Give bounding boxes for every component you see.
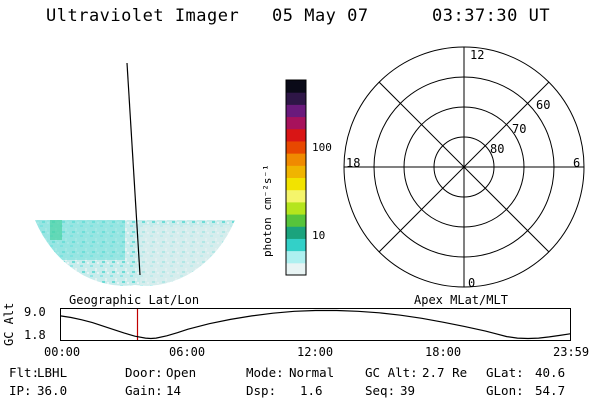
footer-dsp-key: Dsp: (246, 383, 277, 398)
colorbar-stripe (286, 226, 306, 239)
colorbar-stripe (286, 214, 306, 227)
mlt-label-6: 6 (573, 156, 580, 170)
colorbar-stripe (286, 201, 306, 215)
colorbar-stripe (286, 116, 306, 130)
xtick-0600: 06:00 (169, 345, 206, 359)
colorbar-stripe (286, 238, 306, 252)
footer-mode-value: Normal (289, 365, 335, 380)
mlat-label-70: 70 (512, 122, 526, 136)
apex-caption: Apex MLat/MLT (414, 293, 508, 307)
colorbar-stripe (286, 177, 306, 191)
footer-ip-value: 36.0 (37, 383, 68, 398)
colorbar-stripe (286, 104, 306, 118)
footer-gcalt-value: 2.7 Re (422, 365, 468, 380)
terminator-line (126, 62, 141, 276)
xtick-0000: 00:00 (44, 345, 81, 359)
xtick-1200: 12:00 (297, 345, 334, 359)
instrument-title: Ultraviolet Imager (46, 6, 240, 26)
colorbar-tick-100: 100 (312, 141, 332, 154)
colorbar-stripe (286, 153, 306, 166)
footer-door-key: Door: (125, 365, 163, 380)
footer-gain-key: Gain: (125, 383, 163, 398)
colorbar: photon cm⁻²s⁻¹ (262, 79, 307, 276)
footer-glat-key: GLat: (486, 365, 524, 380)
xtick-1800: 18:00 (425, 345, 462, 359)
gc-alt-axis-label: GC Alt (2, 302, 16, 346)
meridian-diag-2 (378, 81, 550, 253)
gc-alt-ytick-bottom: 1.8 (24, 328, 46, 342)
colorbar-stripe (286, 92, 306, 105)
colorbar-stripe (286, 140, 306, 154)
colorbar-stripe (286, 128, 306, 142)
footer-seq-key: Seq: (365, 383, 396, 398)
colorbar-label: photon cm⁻²s⁻¹ (262, 164, 274, 257)
gc-alt-plot (60, 308, 571, 341)
mlt-label-0: 0 (468, 276, 475, 290)
footer-ip-key: IP: (9, 383, 32, 398)
colorbar-stripe (286, 262, 306, 276)
colorbar-frame (285, 79, 307, 276)
footer-gcalt-key: GC Alt: (365, 365, 418, 380)
footer-gain-value: 14 (166, 383, 182, 398)
footer-glon-key: GLon: (486, 383, 524, 398)
geographic-image (35, 62, 235, 286)
auroral-emission-map (35, 220, 235, 286)
colorbar-tick-10: 10 (312, 229, 326, 242)
footer-flt-value: LBHL (37, 365, 68, 380)
polar-grid: 12 18 6 0 60 70 80 (343, 46, 585, 290)
mlt-label-12: 12 (470, 48, 484, 62)
footer-glon-value: 54.7 (535, 383, 566, 398)
footer-glat-value: 40.6 (535, 365, 566, 380)
footer-seq-value: 39 (400, 383, 416, 398)
gc-alt-curve (60, 309, 571, 340)
xtick-2359: 23:59 (553, 345, 590, 359)
mlt-label-18: 18 (346, 156, 360, 170)
footer-mode-key: Mode: (246, 365, 284, 380)
geographic-caption: Geographic Lat/Lon (69, 293, 200, 307)
mlat-label-60: 60 (536, 98, 550, 112)
footer-flt-key: Flt: (9, 365, 40, 380)
colorbar-stripes (286, 80, 306, 276)
footer-dsp-value: 1.6 (300, 383, 323, 398)
colorbar-stripe (286, 189, 306, 203)
date-label: 05 May 07 (272, 6, 369, 26)
mlat-label-80: 80 (490, 142, 504, 156)
gc-alt-frame (60, 308, 571, 341)
gc-alt-ytick-top: 9.0 (24, 305, 46, 319)
colorbar-stripe (286, 165, 306, 178)
colorbar-stripe (286, 80, 306, 93)
time-label: 03:37:30 UT (432, 6, 551, 26)
footer-door-value: Open (166, 365, 197, 380)
colorbar-stripe (286, 250, 306, 264)
